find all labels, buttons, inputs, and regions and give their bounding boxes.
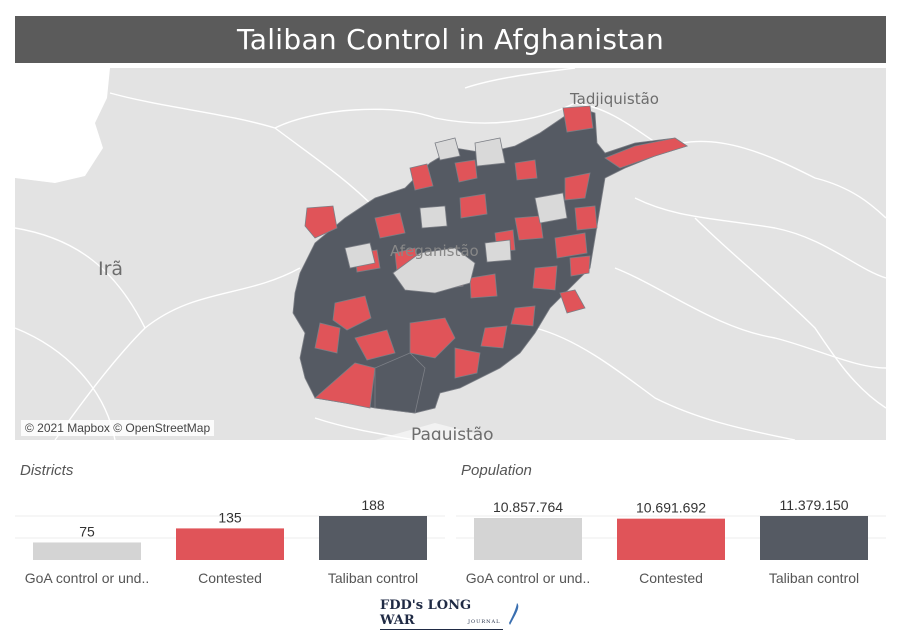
contested-district (304, 205, 338, 239)
population-bar[interactable] (760, 516, 868, 560)
logo-subtext: JOURNAL (468, 619, 501, 625)
map-label-tajikistan: Tadjiquistão (570, 90, 659, 108)
districts-bar[interactable] (176, 528, 284, 560)
contested-district (480, 325, 508, 349)
contested-district (559, 289, 586, 314)
borders (15, 68, 886, 440)
districts-category-label: Contested (198, 570, 262, 586)
page-title: Taliban Control in Afghanistan (15, 16, 886, 63)
goa-district (392, 247, 476, 294)
taliban-district (374, 352, 426, 414)
population-category-label: Contested (639, 570, 703, 586)
contested-district (514, 215, 544, 241)
contested-district (554, 232, 588, 259)
contested-district (564, 172, 591, 201)
districts-value-label: 135 (218, 509, 242, 525)
population-value-label: 11.379.150 (779, 497, 848, 513)
contested-district (454, 347, 481, 379)
contested-district (332, 295, 372, 331)
fdd-long-war-journal-logo: FDD's LONG WAR JOURNAL (380, 598, 520, 630)
contested-district (469, 273, 498, 299)
population-value-label: 10.857.764 (493, 499, 563, 515)
districts-chart: 75 135 188 (15, 486, 445, 586)
contested-district (314, 362, 376, 409)
contested-district (409, 317, 456, 359)
contested-district (454, 159, 478, 183)
map-label-pakistan: Paquistão (411, 425, 494, 440)
districts-category-label: GoA control or und.. (24, 570, 150, 586)
map-label-afghanistan: Afeganistão (390, 242, 479, 260)
contested-district (374, 212, 406, 239)
districts-value-label: 75 (79, 523, 95, 539)
contested-district (514, 159, 538, 181)
contested-district (562, 105, 594, 133)
logo-text: FDD's LONG WAR (380, 598, 503, 630)
map-canvas (15, 68, 886, 440)
population-bar-chart: 10.857.764 10.691.692 11.379.150 (456, 497, 886, 560)
contested-district (569, 255, 591, 277)
contested-district (574, 205, 598, 231)
population-section-title: Population (461, 462, 532, 479)
map-label-iran: Irã (98, 258, 124, 280)
contested-district (409, 163, 434, 191)
population-category-label: GoA control or und.. (465, 570, 591, 586)
districts-value-label: 188 (361, 497, 385, 513)
contested-district (314, 322, 341, 354)
districts-category-label: Taliban control (327, 570, 419, 586)
quill-icon (508, 603, 519, 625)
districts-bar[interactable] (33, 542, 141, 560)
population-category-label: Taliban control (768, 570, 860, 586)
districts-bar[interactable] (319, 516, 427, 560)
map[interactable]: Tadjiquistão Afeganistão Irã Paquistão ©… (15, 68, 886, 440)
afghanistan-districts (292, 105, 688, 414)
goa-district (534, 192, 568, 224)
contested-district (459, 193, 488, 219)
population-chart: 10.857.764 10.691.692 11.379.150 (456, 486, 886, 586)
population-bar[interactable] (617, 518, 725, 560)
population-bar[interactable] (474, 518, 582, 560)
contested-district (354, 329, 396, 361)
map-attribution[interactable]: © 2021 Mapbox © OpenStreetMap (21, 420, 215, 436)
caspian-sea (15, 68, 110, 183)
goa-district (344, 242, 376, 269)
districts-section-title: Districts (20, 462, 74, 479)
contested-district (532, 265, 558, 291)
goa-district (434, 137, 461, 161)
goa-district (484, 239, 512, 263)
goa-district (419, 205, 448, 229)
districts-bar-chart: 75 135 188 (15, 497, 445, 560)
contested-district (510, 305, 536, 327)
water (375, 423, 495, 440)
population-value-label: 10.691.692 (636, 500, 706, 516)
goa-district (474, 137, 506, 167)
contested-district (604, 137, 688, 169)
